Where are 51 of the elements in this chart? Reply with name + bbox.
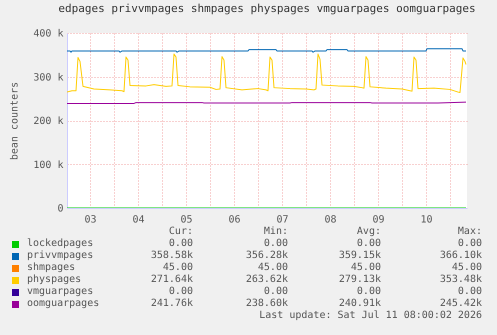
text: 353.48k [440,274,482,286]
text: 45.00 [258,262,288,274]
text: 0.00 [356,238,381,250]
text: Cur: [168,226,193,238]
text: Min: [264,226,288,238]
chart-title: edpages privvmpages shmpages physpages vmguarpages oomguarpages [58,2,476,15]
text: 45.00 [452,262,482,274]
legend-label: lockedpages [27,238,94,250]
text: 0.00 [264,286,288,298]
text: 0.00 [264,238,288,250]
x-tick-label: 03 [84,214,97,226]
text: Last update: Sat Jul 11 08:00:02 2026 [259,310,482,322]
y-tick-label: 200 k [33,116,64,127]
x-tick-label: 08 [324,214,337,226]
x-tick-label: 06 [228,214,241,226]
text: Max: [458,226,482,238]
text: 263.62k [246,274,288,286]
legend-label: vmguarpages [27,286,94,298]
x-tick-label: 07 [276,214,289,226]
line-series [67,54,466,93]
x-tick-label: 09 [372,214,385,226]
text: 238.60k [246,298,288,310]
text: 279.13k [338,274,381,286]
y-tick-label: 400 k [33,28,64,40]
text: 358.58k [150,250,193,262]
text: 45.00 [350,262,381,274]
text: 0.00 [168,238,193,250]
text: 45.00 [162,262,193,274]
text: 0.00 [458,286,482,298]
x-tick-label: 10 [420,214,433,226]
text: 356.28k [246,250,288,262]
y-tick-label: 0 [57,204,64,214]
text: 240.91k [338,298,381,310]
y-tick-label: 300 k [33,72,64,84]
x-tick-label: 04 [132,214,145,226]
text: 245.42k [440,298,482,310]
text: 0.00 [168,286,193,298]
x-tick-label: 05 [180,214,193,226]
y-axis-title: bean counters [9,82,20,160]
legend-label: shmpages [27,262,76,274]
text: 241.76k [150,298,193,310]
y-tick-label: 100 k [33,160,64,171]
text: 359.15k [338,250,381,262]
text: 366.10k [440,250,482,262]
legend-label: oomguarpages [27,298,100,310]
text: Avg: [356,226,381,238]
legend-label: privvmpages [27,250,94,262]
text: 0.00 [458,238,482,250]
text: 271.64k [150,274,193,286]
legend-label: physpages [27,274,82,286]
text: 0.00 [356,286,381,298]
